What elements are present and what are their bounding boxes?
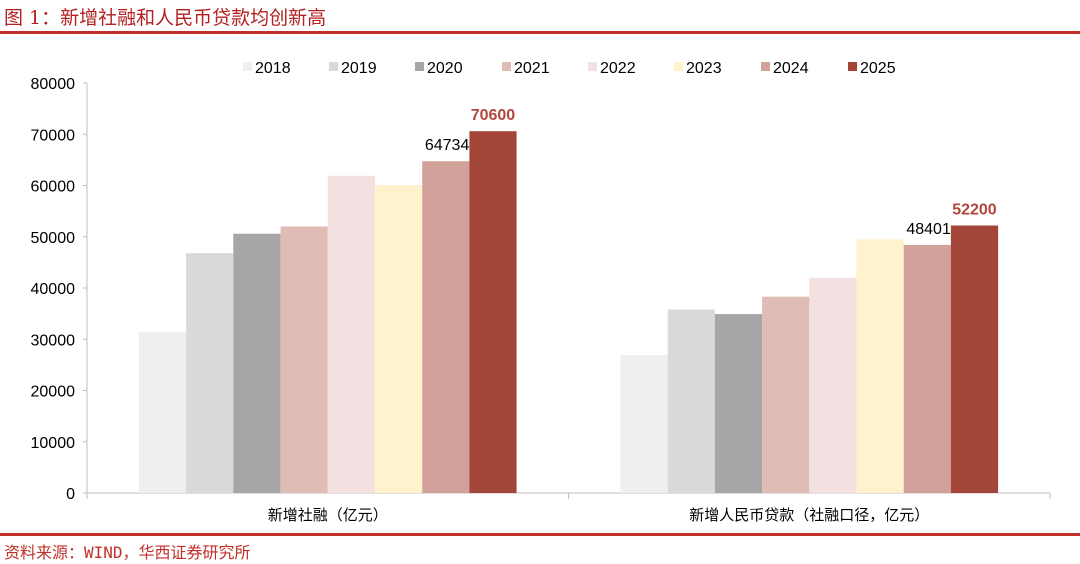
data-label-2024: 48401	[906, 221, 951, 238]
bar-2023-cat0	[374, 185, 423, 493]
y-tick-label: 40000	[31, 281, 76, 298]
category-label: 新增人民币贷款（社融口径，亿元）	[689, 506, 929, 524]
bar-2024-cat1	[903, 244, 951, 493]
legend-swatch-2021	[502, 62, 511, 71]
bar-2024-cat0	[422, 161, 470, 493]
bar-2020-cat0	[233, 233, 281, 493]
top-rule	[0, 31, 1080, 34]
bar-2025-cat1	[950, 225, 999, 493]
source-note: 资料来源：WIND，华西证券研究所	[4, 543, 251, 562]
bar-2019-cat1	[667, 309, 715, 493]
legend-swatch-2024	[761, 62, 770, 71]
category-label: 新增社融（亿元）	[268, 506, 388, 524]
bar-2018-cat0	[138, 332, 187, 493]
y-tick-label: 80000	[31, 76, 76, 93]
bar-2025-cat0	[469, 131, 517, 493]
bar-2018-cat1	[620, 355, 668, 493]
data-label-2025: 70600	[471, 107, 516, 124]
legend-label-2020: 2020	[427, 60, 463, 77]
y-tick-label: 20000	[31, 384, 76, 401]
y-tick-label: 50000	[31, 230, 76, 247]
legend-swatch-2020	[415, 62, 424, 71]
bar-chart: 0 10000 20000 30000 40000 50000 60000 70000 8000…	[31, 60, 1051, 524]
y-tick-label: 70000	[31, 127, 76, 144]
bar-2021-cat0	[280, 226, 328, 493]
data-label-2025: 52200	[952, 201, 997, 218]
legend-label-2023: 2023	[686, 60, 722, 77]
bar-2022-cat0	[327, 175, 375, 494]
bar-2020-cat1	[714, 314, 763, 493]
legend-swatch-2018	[243, 62, 252, 71]
bar-2023-cat1	[856, 239, 904, 493]
bar-2022-cat1	[809, 277, 857, 494]
figure-title: 图 1：新增社融和人民币贷款均创新高	[4, 7, 327, 29]
data-label-2024: 64734	[425, 137, 470, 154]
legend-swatch-2025	[848, 62, 857, 71]
y-tick-label: 0	[66, 486, 75, 503]
bottom-rule	[0, 533, 1080, 536]
legend-label-2025: 2025	[860, 60, 896, 77]
y-tick-label: 30000	[31, 332, 76, 349]
legend-label-2024: 2024	[773, 60, 809, 77]
legend-swatch-2023	[674, 62, 683, 71]
legend-label-2021: 2021	[514, 60, 550, 77]
legend-label-2018: 2018	[255, 60, 291, 77]
bar-2021-cat1	[762, 296, 810, 493]
legend-swatch-2022	[588, 62, 597, 71]
bar-2019-cat0	[186, 253, 234, 493]
legend-swatch-2019	[329, 62, 338, 71]
legend-label-2019: 2019	[341, 60, 377, 77]
y-tick-label: 60000	[31, 179, 76, 196]
y-tick-label: 10000	[31, 435, 76, 452]
legend-label-2022: 2022	[600, 60, 636, 77]
